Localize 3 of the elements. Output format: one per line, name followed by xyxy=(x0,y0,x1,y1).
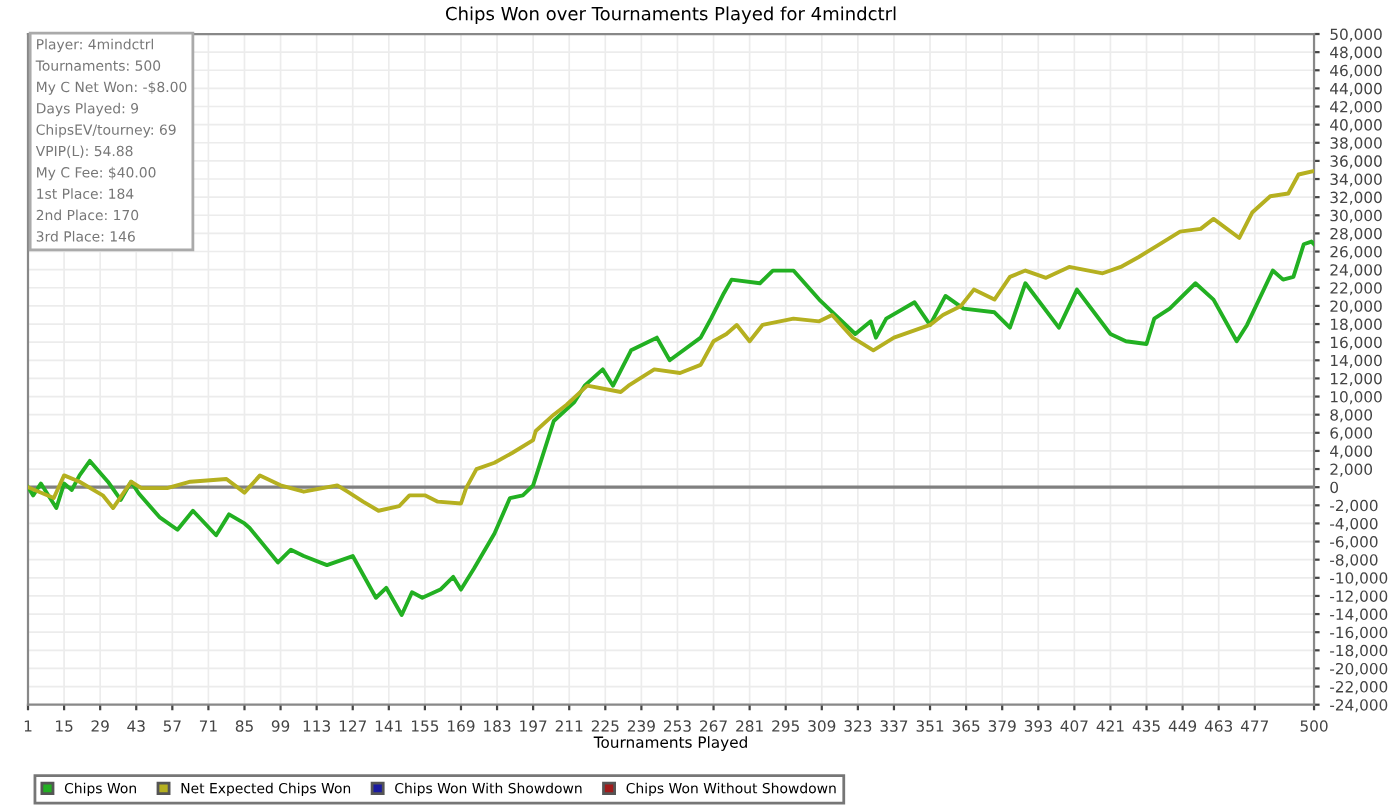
line-series xyxy=(28,239,1315,617)
line-series xyxy=(28,168,1315,513)
chart-title: Chips Won over Tournaments Played for 4mindctrl xyxy=(445,6,896,24)
